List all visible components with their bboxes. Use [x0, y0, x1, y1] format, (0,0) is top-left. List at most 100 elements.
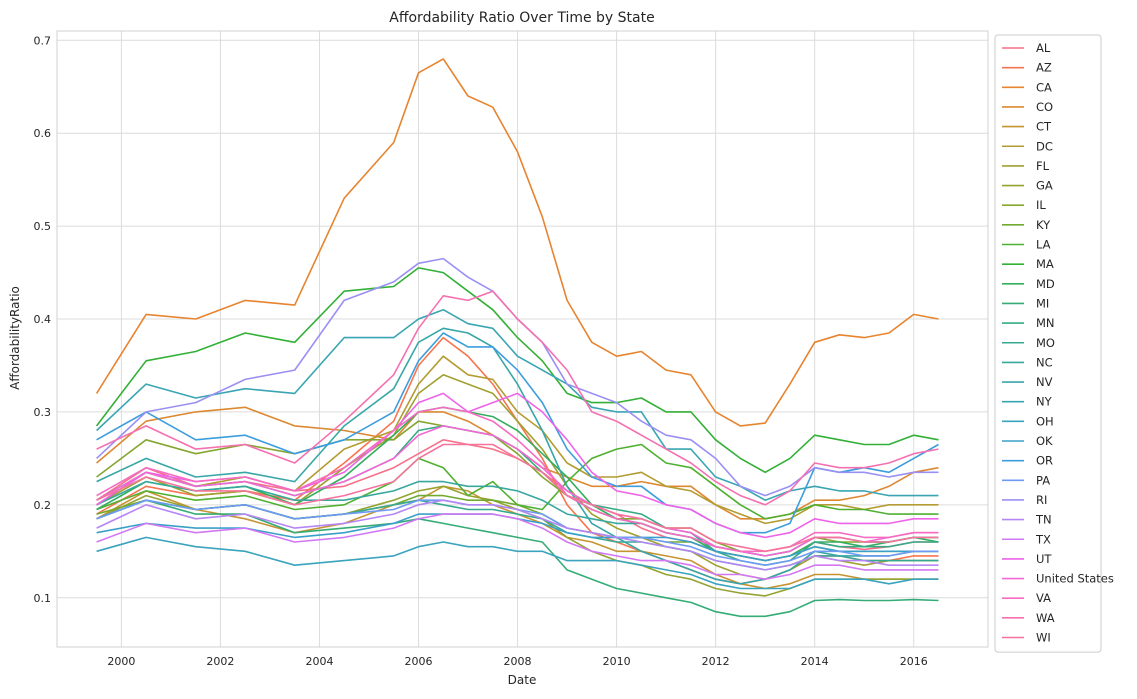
- legend-label: FL: [1036, 159, 1050, 173]
- legend-item-az: AZ: [1002, 61, 1052, 75]
- legend-item-ok: OK: [1002, 434, 1053, 448]
- legend-label: WI: [1036, 631, 1051, 645]
- series-line-wi: [96, 443, 939, 553]
- legend-label: MI: [1036, 296, 1049, 310]
- y-tick-label: 0.5: [34, 220, 52, 233]
- legend-item-ri: RI: [1002, 493, 1047, 507]
- legend-label: OR: [1036, 454, 1053, 468]
- x-tick-label: 2016: [900, 655, 928, 668]
- legend-label: LA: [1036, 238, 1051, 252]
- x-tick-label: 2012: [702, 655, 730, 668]
- legend-label: NY: [1036, 395, 1053, 409]
- legend-item-pa: PA: [1002, 473, 1050, 487]
- legend-label: NV: [1036, 375, 1053, 389]
- legend-item-united-states: United States: [1002, 572, 1114, 586]
- legend-label: TX: [1035, 532, 1051, 546]
- x-tick-label: 2014: [801, 655, 829, 668]
- x-tick-label: 2004: [305, 655, 333, 668]
- legend-label: AL: [1036, 41, 1051, 55]
- legend-label: RI: [1036, 493, 1047, 507]
- legend-label: GA: [1036, 179, 1053, 193]
- series-line-ri: [96, 257, 939, 497]
- series-line-tn: [96, 499, 939, 571]
- legend-label: MD: [1036, 277, 1055, 291]
- y-tick-label: 0.4: [34, 313, 52, 326]
- legend-item-dc: DC: [1002, 139, 1053, 153]
- chart-title: Affordability Ratio Over Time by State: [389, 10, 654, 26]
- series-line-tx: [96, 513, 939, 581]
- legend-item-la: LA: [1002, 238, 1051, 252]
- legend-item-nv: NV: [1002, 375, 1053, 389]
- legend-label: OK: [1036, 434, 1053, 448]
- legend-label: UT: [1036, 552, 1052, 566]
- series-line-co: [96, 406, 939, 520]
- y-tick-label: 0.6: [34, 127, 52, 140]
- legend-item-ga: GA: [1002, 179, 1053, 193]
- legend-label: MO: [1036, 336, 1055, 350]
- legend-label: MA: [1036, 257, 1054, 271]
- series-line-ny: [96, 308, 939, 502]
- legend-label: United States: [1036, 572, 1114, 586]
- series-lines: [95, 58, 939, 618]
- legend-item-va: VA: [1002, 591, 1051, 605]
- legend-label: TN: [1035, 513, 1052, 527]
- x-tick-label: 2000: [107, 655, 135, 668]
- legend-item-ny: NY: [1002, 395, 1053, 409]
- legend-item-ut: UT: [1002, 552, 1052, 566]
- plot-area-border: [56, 30, 989, 648]
- series-line-ca: [95, 58, 939, 427]
- series-line-wa: [96, 290, 939, 506]
- legend: AL AZ CA CO CT DC FL GA IL KY LA MA MD MI MN MO NC NV NY OH…: [994, 34, 1114, 653]
- legend-item-oh: OH: [1002, 414, 1054, 428]
- series-line-ct: [96, 485, 939, 590]
- x-tick-label: 2008: [504, 655, 532, 668]
- legend-label: CT: [1036, 120, 1052, 134]
- legend-label: CO: [1036, 100, 1053, 114]
- axes-frame: [56, 30, 989, 648]
- x-tick-label: 2010: [603, 655, 631, 668]
- legend-label: MN: [1036, 316, 1055, 330]
- series-line-oh: [96, 536, 939, 590]
- legend-item-mi: MI: [1002, 296, 1049, 310]
- y-axis-label: AffordabilityRatio: [8, 286, 22, 390]
- legend-item-ky: KY: [1002, 218, 1051, 232]
- x-tick-label: 2002: [206, 655, 234, 668]
- legend-item-co: CO: [1002, 100, 1053, 114]
- legend-label: PA: [1036, 473, 1050, 487]
- legend-label: VA: [1036, 591, 1051, 605]
- series-line-mi: [96, 499, 939, 618]
- legend-item-il: IL: [1002, 198, 1046, 212]
- y-axis-ticks: 0.1 0.2 0.3 0.4 0.5 0.6 0.7: [34, 34, 52, 604]
- legend-label: OH: [1036, 414, 1054, 428]
- x-axis-ticks: 2000 2002 2004 2006 2008 2010 2012 2014 2016: [107, 655, 927, 668]
- series-line-ok: [96, 513, 939, 562]
- legend-item-ma: MA: [1002, 257, 1054, 271]
- y-tick-label: 0.7: [34, 34, 52, 47]
- legend-item-ct: CT: [1002, 120, 1052, 134]
- legend-item-wi: WI: [1002, 631, 1051, 645]
- legend-label: DC: [1036, 139, 1053, 153]
- legend-label: AZ: [1036, 61, 1052, 75]
- series-line-ma: [95, 267, 939, 474]
- series-line-la: [96, 443, 939, 520]
- legend-box: [994, 34, 1102, 653]
- legend-item-wa: WA: [1002, 611, 1055, 625]
- grid: [57, 31, 988, 647]
- y-tick-label: 0.3: [34, 406, 52, 419]
- legend-item-or: OR: [1002, 454, 1053, 468]
- legend-item-tx: TX: [1002, 532, 1051, 546]
- legend-item-fl: FL: [1002, 159, 1050, 173]
- legend-label: WA: [1036, 611, 1055, 625]
- legend-item-mo: MO: [1002, 336, 1055, 350]
- x-tick-label: 2006: [405, 655, 433, 668]
- legend-item-ca: CA: [1002, 80, 1052, 94]
- legend-item-md: MD: [1002, 277, 1055, 291]
- legend-label: NC: [1036, 355, 1053, 369]
- legend-label: CA: [1036, 80, 1052, 94]
- y-tick-label: 0.2: [34, 499, 52, 512]
- legend-label: KY: [1036, 218, 1051, 232]
- legend-item-nc: NC: [1002, 355, 1053, 369]
